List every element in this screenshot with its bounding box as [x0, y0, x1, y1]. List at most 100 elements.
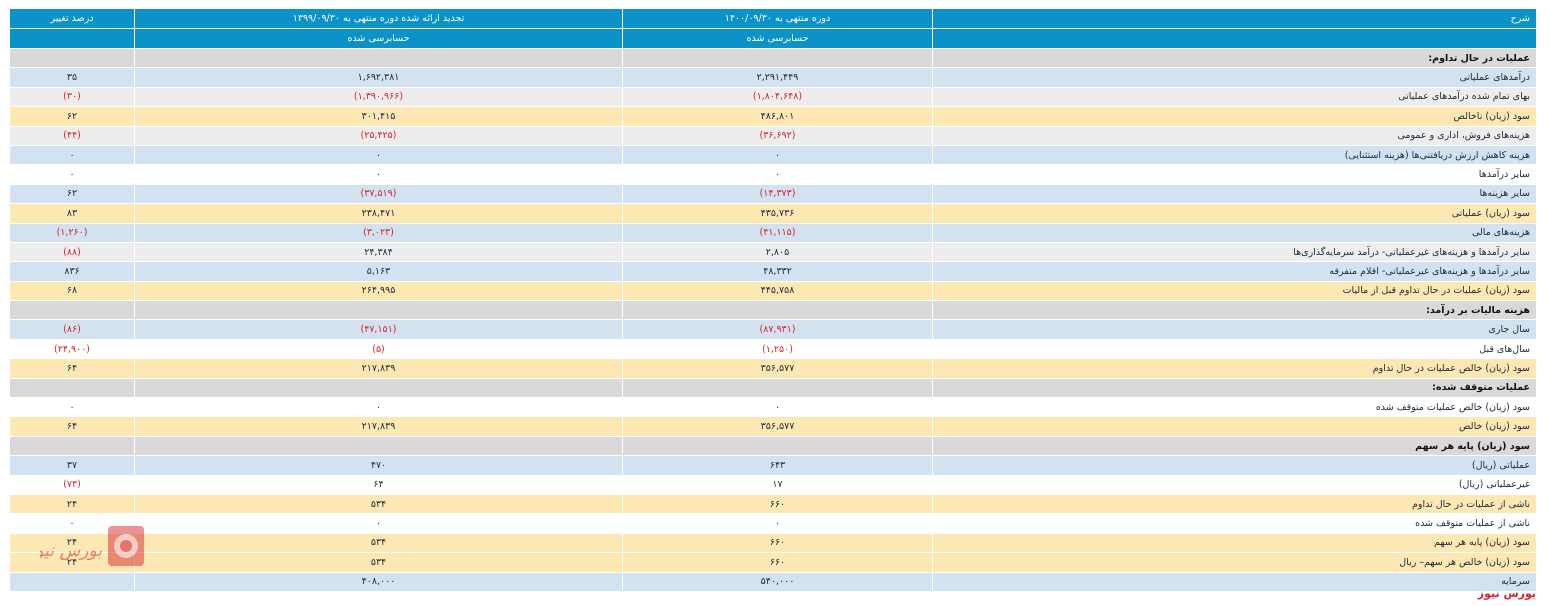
row-previous-value: ۲۶۴,۹۹۵: [134, 280, 623, 302]
row-change-percent: ۲۴: [9, 493, 135, 515]
row-current-value: ۴۴۵,۷۵۸: [622, 280, 933, 302]
row-previous-value: [134, 435, 623, 457]
row-change-percent: ۰: [9, 164, 135, 185]
row-description: هزینه مالیات بر درآمد:: [932, 300, 1537, 321]
row-change-percent: ۰: [9, 144, 135, 166]
row-change-percent: [9, 377, 135, 399]
row-previous-value: ۵۳۴: [134, 493, 623, 515]
header-current-audited: حسابرسی شده: [622, 28, 933, 49]
table-row: ناشی از عملیات در حال تداوم ۶۶۰ ۵۳۴ ۲۴: [9, 493, 1537, 515]
row-current-value: ۶۶۰: [622, 493, 933, 515]
row-current-value: (۱۴,۳۷۳): [622, 183, 933, 205]
section-row: هزینه مالیات بر درآمد:: [9, 300, 1537, 321]
row-change-percent: (۸۸): [9, 241, 135, 263]
row-description: عملیات در حال تداوم:: [932, 47, 1537, 69]
table-row: سود (زیان) عملیاتی ۴۳۵,۷۳۶ ۲۳۸,۴۷۱ ۸۳: [9, 203, 1537, 224]
row-current-value: (۴۱,۱۱۵): [622, 222, 933, 243]
table-row: سال جاری (۸۷,۹۳۱) (۴۷,۱۵۱) (۸۶): [9, 319, 1537, 340]
row-change-percent: [9, 47, 135, 69]
header-change-sub: [9, 28, 135, 49]
table-row: سرمایه ۵۴۰,۰۰۰ ۴۰۸,۰۰۰: [9, 571, 1537, 592]
row-change-percent: ۸۳: [9, 203, 135, 224]
table-row: سایر درآمدها و هزینه‌های غیرعملیاتی- اقل…: [9, 261, 1537, 282]
row-current-value: (۸۷,۹۳۱): [622, 319, 933, 340]
row-change-percent: ۰: [9, 513, 135, 534]
section-row: عملیات متوقف شده:: [9, 377, 1537, 399]
row-previous-value: ۴۷۰: [134, 455, 623, 476]
row-current-value: (۳۶,۶۹۲): [622, 125, 933, 146]
row-description: سال‌های قبل: [932, 338, 1537, 360]
table-row: سود (زیان) عملیات در حال تداوم قبل از ما…: [9, 280, 1537, 302]
row-description: سود (زیان) ناخالص: [932, 106, 1537, 127]
table-row: درآمدهای عملیاتی ۲,۲۹۱,۴۴۹ ۱,۶۹۲,۳۸۱ ۳۵: [9, 67, 1537, 88]
row-previous-value: ۱,۶۹۲,۳۸۱: [134, 67, 623, 88]
table-row: بهای تمام شده درآمدهای عملیاتی (۱,۸۰۴,۶۴۸…: [9, 86, 1537, 108]
row-change-percent: ۲۴: [9, 532, 135, 554]
row-change-percent: ۶۲: [9, 106, 135, 127]
row-description: سایر درآمدها و هزینه‌های غیرعملیاتی- اقل…: [932, 261, 1537, 282]
row-current-value: ۶۶۰: [622, 552, 933, 573]
row-previous-value: (۳۷,۵۱۹): [134, 183, 623, 205]
logo-watermark-text: بورس نیوز: [40, 541, 102, 561]
row-previous-value: (۲۵,۴۲۵): [134, 125, 623, 146]
row-previous-value: ۰: [134, 397, 623, 418]
table-row: غیرعملیاتی (ریال) ۱۷ ۶۴ (۷۳): [9, 474, 1537, 495]
row-current-value: ۰: [622, 513, 933, 534]
row-current-value: ۲,۲۹۱,۴۴۹: [622, 67, 933, 88]
row-description: سایر درآمدها: [932, 164, 1537, 185]
row-change-percent: (۳۰): [9, 86, 135, 108]
row-description: سود (زیان) پایه هر سهم: [932, 532, 1537, 554]
row-description: بهای تمام شده درآمدهای عملیاتی: [932, 86, 1537, 108]
row-current-value: ۳۵۶,۵۷۷: [622, 416, 933, 437]
row-previous-value: (۴۷,۱۵۱): [134, 319, 623, 340]
row-description: سایر هزینه‌ها: [932, 183, 1537, 205]
row-previous-value: ۴۰۸,۰۰۰: [134, 571, 623, 592]
table-row: سود (زیان) خالص هر سهم– ریال ۶۶۰ ۵۳۴ ۲۴: [9, 552, 1537, 573]
table-row: هزینه‌های فروش، اداری و عمومی (۳۶,۶۹۲) (۲۵…: [9, 125, 1537, 146]
row-previous-value: ۳۰۱,۴۱۵: [134, 106, 623, 127]
row-change-percent: ۳۷: [9, 455, 135, 476]
row-change-percent: ۶۸: [9, 280, 135, 302]
row-change-percent: (۱,۲۶۰): [9, 222, 135, 243]
row-previous-value: (۳,۰۲۳): [134, 222, 623, 243]
table-row: سود (زیان) پایه هر سهم ۶۶۰ ۵۳۴ ۲۴: [9, 532, 1537, 554]
row-current-value: ۴۸,۳۳۲: [622, 261, 933, 282]
row-previous-value: ۲۱۷,۸۳۹: [134, 416, 623, 437]
table-row: سود (زیان) خالص ۳۵۶,۵۷۷ ۲۱۷,۸۳۹ ۶۴: [9, 416, 1537, 437]
row-current-value: ۰: [622, 397, 933, 418]
header-previous-audited: حسابرسی شده: [134, 28, 623, 49]
row-current-value: ۶۶۰: [622, 532, 933, 554]
row-previous-value: ۵,۱۶۳: [134, 261, 623, 282]
brand-label: بورس نیوز: [1477, 587, 1536, 600]
row-change-percent: (۲۴,۹۰۰): [9, 338, 135, 360]
row-change-percent: [9, 435, 135, 457]
section-row: سود (زیان) پایه هر سهم: [9, 435, 1537, 457]
row-current-value: (۱,۸۰۴,۶۴۸): [622, 86, 933, 108]
row-previous-value: (۵): [134, 338, 623, 360]
row-description: سود (زیان) خالص عملیات در حال تداوم: [932, 358, 1537, 379]
row-description: سود (زیان) عملیاتی: [932, 203, 1537, 224]
row-current-value: [622, 377, 933, 399]
table-row: ناشی از عملیات متوقف شده ۰ ۰ ۰: [9, 513, 1537, 534]
table-row: سایر درآمدها و هزینه‌های غیرعملیاتی- درآ…: [9, 241, 1537, 263]
row-change-percent: (۷۳): [9, 474, 135, 495]
row-description: سال جاری: [932, 319, 1537, 340]
table-row: سایر هزینه‌ها (۱۴,۳۷۳) (۳۷,۵۱۹) ۶۲: [9, 183, 1537, 205]
row-previous-value: (۱,۳۹۰,۹۶۶): [134, 86, 623, 108]
table-row: سود (زیان) ناخالص ۴۸۶,۸۰۱ ۳۰۱,۴۱۵ ۶۲: [9, 106, 1537, 127]
row-change-percent: ۸۳۶: [9, 261, 135, 282]
financial-table-container: شرح دوره منتهی به ۱۴۰۰/۰۹/۳۰ تجدید ارائه…: [9, 8, 1537, 592]
row-description: سود (زیان) پایه هر سهم: [932, 435, 1537, 457]
table-row: سال‌های قبل (۱,۲۵۰) (۵) (۲۴,۹۰۰): [9, 338, 1537, 360]
row-current-value: ۰: [622, 144, 933, 166]
row-previous-value: ۰: [134, 164, 623, 185]
table-row: هزینه کاهش ارزش دریافتنی‌ها (هزینه استثن…: [9, 144, 1537, 166]
row-current-value: ۵۴۰,۰۰۰: [622, 571, 933, 592]
row-description: سرمایه: [932, 571, 1537, 592]
row-description: ناشی از عملیات متوقف شده: [932, 513, 1537, 534]
row-description: درآمدهای عملیاتی: [932, 67, 1537, 88]
row-previous-value: [134, 300, 623, 321]
section-row: عملیات در حال تداوم:: [9, 47, 1537, 69]
row-current-value: ۳۵۶,۵۷۷: [622, 358, 933, 379]
row-change-percent: ۶۴: [9, 358, 135, 379]
